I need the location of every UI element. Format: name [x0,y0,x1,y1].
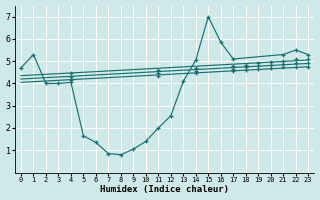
X-axis label: Humidex (Indice chaleur): Humidex (Indice chaleur) [100,185,229,194]
